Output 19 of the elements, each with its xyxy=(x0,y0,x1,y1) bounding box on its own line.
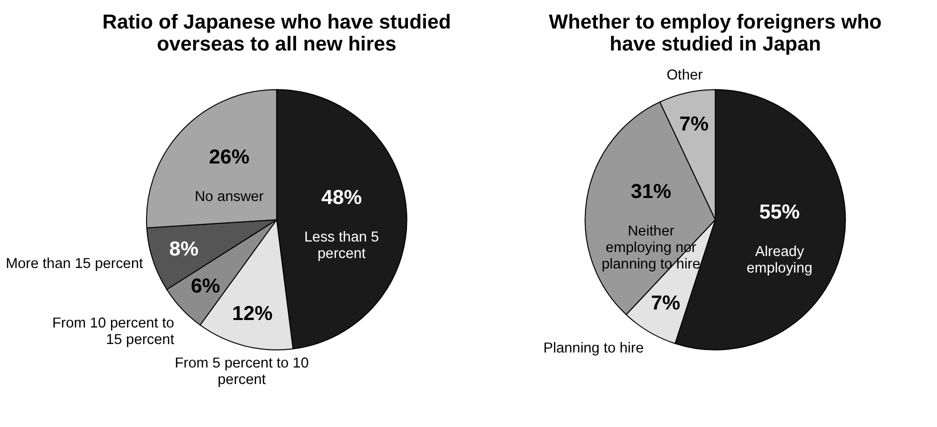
data-label: 55% xyxy=(759,201,800,224)
slice-label: From 5 percent to 10 percent xyxy=(174,355,309,388)
slice-label: Other xyxy=(666,68,703,84)
data-label: 7% xyxy=(650,292,680,315)
data-label: 26% xyxy=(208,146,250,169)
slice-label: More than 15 percent xyxy=(6,256,143,272)
data-label: 7% xyxy=(679,113,709,136)
slice-label: Less than 5 percent xyxy=(304,230,379,262)
chart-title: Ratio of Japanese who have studied overseas to all new hires xyxy=(102,11,451,56)
slice-label: Already employing xyxy=(746,244,812,276)
chart-title: Whether to employ foreigners who have studied in Japan xyxy=(548,11,882,56)
data-label: 12% xyxy=(232,303,273,326)
data-label: 6% xyxy=(190,275,220,298)
data-label: 8% xyxy=(169,238,198,261)
slice-label: No answer xyxy=(194,189,264,206)
slice-label: From 10 percent to 15 percent xyxy=(52,316,174,348)
data-label: 48% xyxy=(321,187,362,210)
data-label: 31% xyxy=(630,180,672,203)
slice-label: Planning to hire xyxy=(543,340,644,356)
